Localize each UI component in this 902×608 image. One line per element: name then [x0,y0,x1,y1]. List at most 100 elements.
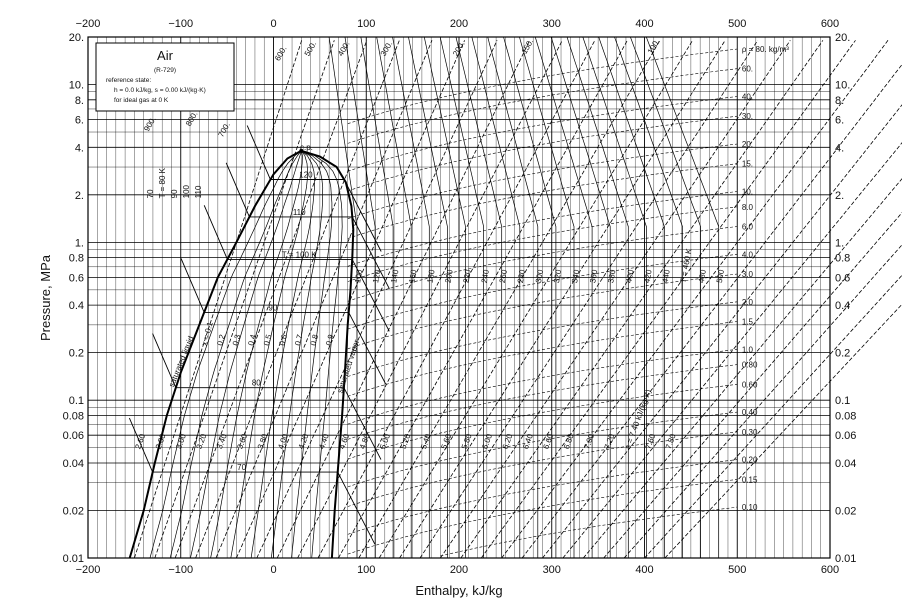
y-tick-label-right: 0.6 [835,272,850,284]
isochore-line [347,384,738,460]
isotherm-vapor-line [328,37,358,558]
isochore-line [347,321,738,397]
y-tick-label-left: 0.06 [63,430,84,442]
isotherm-vapor-label: T = 460 K [679,247,694,283]
reference-state-line-3: for ideal gas at 0 K [114,97,169,104]
y-tick-label-right: 8. [835,95,844,107]
isochore-label: 10. [742,187,753,196]
isotherm-dome-line [225,162,390,290]
isotherm-vapor-label: 340 [570,268,581,283]
isochore-line [347,191,738,267]
isotherm-vapor-line [439,37,484,558]
isochore-line [347,364,738,440]
isotherm-dome-line [203,205,390,332]
isochore-line [440,506,738,557]
y-tick-label-left: 0.08 [63,410,84,422]
quality-line-label: x = 0.1 [200,320,215,346]
isentrope-line [297,40,563,559]
quality-line [149,150,302,559]
isotherm-vapor-line [455,37,503,558]
x-tick-label-bottom: 100 [357,564,375,576]
legend-box-frame [95,42,235,112]
isochore-line [347,68,738,144]
plot-frame [87,36,831,559]
isochore-label: 30. [742,112,753,121]
isentrope-line [399,40,726,559]
x-tick-label-bottom: 600 [821,564,839,576]
isochore-label: 1.5 [742,318,754,327]
isochore-line [347,163,738,239]
y-tick-label-right: 4. [835,142,844,154]
isochore-label: 0.10 [742,503,758,512]
y-tick-label-right: 2. [835,190,844,202]
y-tick-label-left: 2. [75,190,84,202]
isentrope-line [215,40,433,559]
isotherm-vapor-line [598,37,665,558]
y-tick-label-right: 1. [835,237,844,249]
quality-line [291,150,333,559]
isotherm-top-label: 700. [216,121,232,139]
y-tick-label-right: 0.8 [835,253,850,265]
isotherm-label: 80 [252,379,261,388]
quality-line-label: 0.7 [293,333,305,347]
isotherm-vapor-label: 500 [715,268,726,283]
isotherm-vapor-line [534,37,593,558]
isotherm-top-label: 600. [273,44,289,62]
saturation-dome [128,148,355,559]
isotherm-vapor-line [566,37,629,558]
isentrope-line [460,40,824,559]
isotherm-vapor-label: 300 [534,268,545,283]
y-tick-label-left: 0.8 [69,253,84,265]
isotherm-vapor-label: 100 [353,268,364,283]
isentrope-line [276,40,531,559]
y-tick-label-left: 0.2 [69,348,84,360]
y-axis-label: Pressure, MPa [38,254,53,341]
isochore-label: 20. [742,140,753,149]
isotherm-vapor-label: 220 [462,268,473,283]
isotherm-vapor-label: 320 [552,268,563,283]
isentrope-line [154,40,335,559]
critical-point-marker [299,148,304,153]
isentrope-line [378,40,693,559]
isotherm-label: T = 100 K [282,250,317,259]
isotherm-vapor-label: 120 [371,268,382,283]
isotherm-vapor-line [360,37,394,558]
isotherm-vapor-label: 440 [661,268,672,283]
isotherm-dome-line [180,258,387,385]
tick-layer: −200 −200 −100 −100 0 0 100 100 200 200 300 300 400 4… [63,18,857,576]
isotherm-top-label: 300. [379,40,395,58]
y-tick-label-left: 0.02 [63,505,84,517]
isotherm-dome-line [152,333,382,460]
x-tick-label-top: 300 [543,18,561,30]
x-tick-label-top: 600 [821,18,839,30]
x-tick-label-bottom: −200 [76,564,101,576]
y-tick-label-left: 0.04 [63,458,84,470]
isotherm-vapor-label: 140 [389,268,400,283]
y-tick-label-right: 0.2 [835,348,850,360]
isentrope-line [582,178,902,559]
isotherm-vapor-line [344,37,376,558]
x-tick-label-bottom: −100 [168,564,193,576]
isotherm-vapor-label: 420 [642,268,653,283]
y-tick-label-right: 20. [835,32,850,44]
isochore-label: 0.15 [742,475,758,484]
isotherm-liquid-label: T = 80 K [158,167,167,198]
isochore-line [347,115,738,192]
isotherm-vapor-label: 380 [606,268,617,283]
saturated-vapor-label: saturated vapor [335,338,361,394]
quality-line-label: 0.2 [215,333,227,347]
isotherm-label: 110 [293,208,306,217]
isotherm-vapor-label: 160 [407,268,418,283]
isochore-line [347,411,738,488]
isochore-line [347,273,738,350]
quality-line [169,150,302,559]
isotherm-top-label: 150. [520,37,536,55]
x-tick-label-top: −100 [168,18,193,30]
y-tick-label-left: 1. [75,237,84,249]
isotherm-vapor-line [550,37,611,558]
isotherm-vapor-label: 280 [516,268,527,283]
isotherm-dome-line [128,417,376,545]
chart-title: Air [157,48,174,63]
isotherm-vapor-line [471,37,521,558]
y-tick-label-right: 6. [835,115,844,127]
